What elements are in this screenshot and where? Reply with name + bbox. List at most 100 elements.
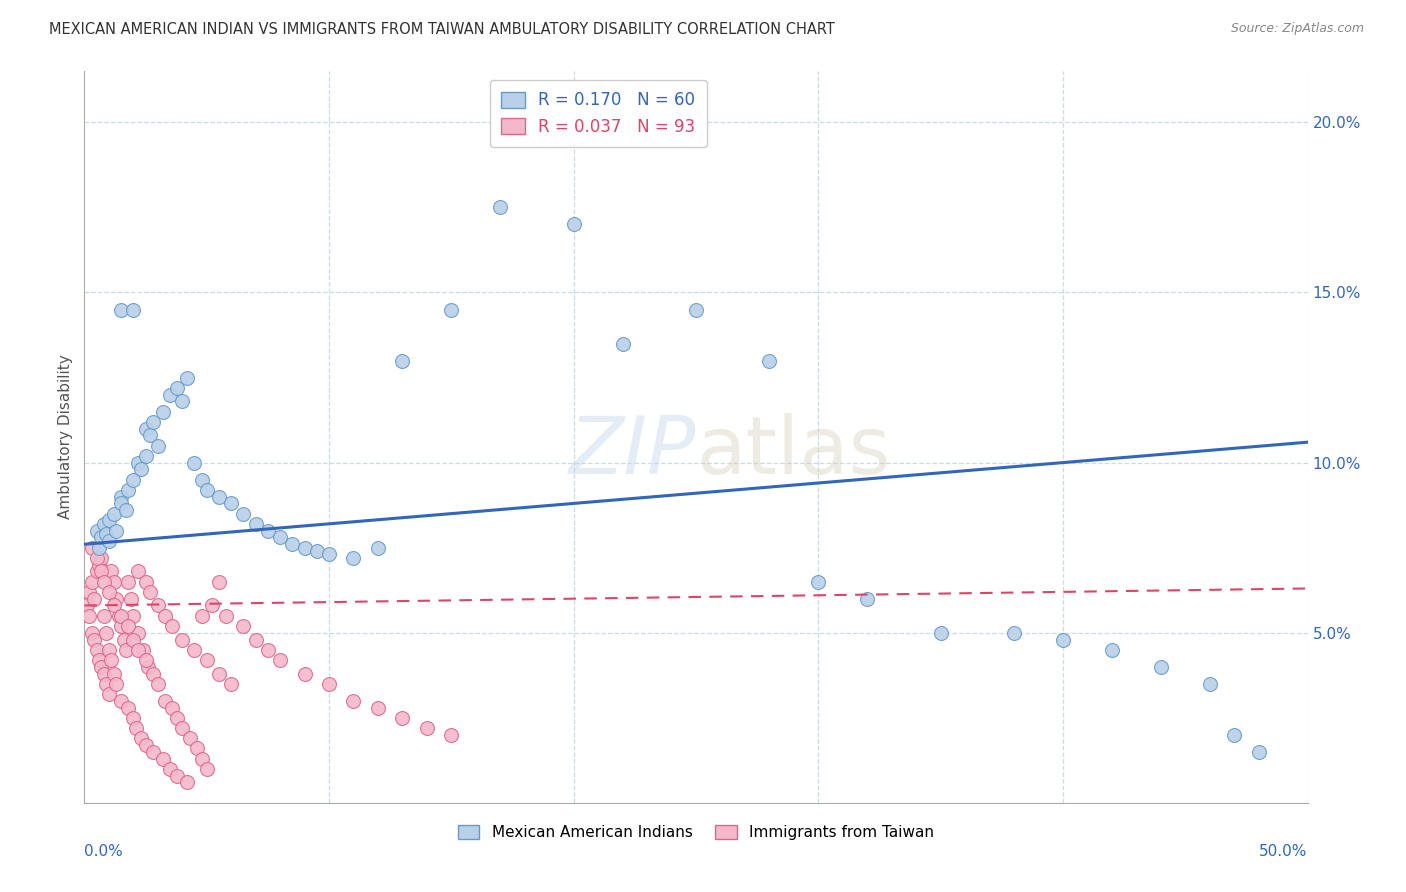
Point [318,548,340,562]
Point [183,456,205,470]
Point [77,608,100,623]
Point [96,527,118,541]
Point [105,524,128,538]
Point [195,483,218,497]
Point [97,513,120,527]
Point [127,625,149,640]
Point [117,700,139,714]
Point [86,550,108,565]
Point [191,473,214,487]
Point [97,642,120,657]
Point [90,659,112,673]
Point [200,599,222,613]
Legend: Mexican American Indians, Immigrants from Taiwan: Mexican American Indians, Immigrants fro… [451,819,941,847]
Point [208,490,231,504]
Point [172,721,194,735]
Point [208,666,231,681]
Point [83,591,105,606]
Point [105,591,128,606]
Point [110,608,132,623]
Point [86,642,108,657]
Point [929,625,952,640]
Point [135,574,157,589]
Point [191,751,214,765]
Point [100,653,122,667]
Point [90,550,112,565]
Point [245,516,267,531]
Point [1101,642,1123,657]
Point [117,619,139,633]
Point [139,585,162,599]
Point [186,741,208,756]
Point [1223,728,1246,742]
Point [269,653,291,667]
Text: Source: ZipAtlas.com: Source: ZipAtlas.com [1230,22,1364,36]
Point [80,574,103,589]
Point [122,711,145,725]
Point [153,608,176,623]
Point [105,677,128,691]
Point [90,531,112,545]
Point [146,439,169,453]
Point [342,550,364,565]
Point [159,387,181,401]
Point [96,677,118,691]
Point [132,642,155,657]
Point [115,503,138,517]
Point [103,599,125,613]
Point [685,302,707,317]
Point [112,632,135,647]
Point [87,558,110,572]
Point [110,619,132,633]
Point [758,353,780,368]
Point [122,632,145,647]
Text: atlas: atlas [696,413,890,491]
Point [136,659,159,673]
Point [1198,677,1220,691]
Y-axis label: Ambulatory Disability: Ambulatory Disability [58,355,73,519]
Point [562,218,585,232]
Text: 0.0%: 0.0% [84,844,124,859]
Point [219,677,242,691]
Point [176,775,198,789]
Point [232,507,254,521]
Point [1247,745,1270,759]
Point [117,574,139,589]
Point [107,608,129,623]
Point [166,381,188,395]
Point [367,541,389,555]
Point [129,462,152,476]
Point [153,694,176,708]
Text: ZIP: ZIP [568,413,696,491]
Point [86,565,108,579]
Point [489,201,512,215]
Point [146,677,169,691]
Point [117,483,139,497]
Point [183,642,205,657]
Point [179,731,201,746]
Point [93,666,115,681]
Point [245,632,267,647]
Point [152,404,174,418]
Point [76,599,98,613]
Point [162,619,184,633]
Point [257,642,280,657]
Point [135,449,157,463]
Point [122,302,145,317]
Point [159,762,181,776]
Point [146,599,169,613]
Point [129,731,152,746]
Point [122,608,145,623]
Point [97,687,120,701]
Point [87,653,110,667]
Point [172,632,194,647]
Point [257,524,280,538]
Point [440,728,463,742]
Point [93,574,115,589]
Point [305,544,328,558]
Point [440,302,463,317]
Point [103,574,125,589]
Point [87,541,110,555]
Point [294,541,316,555]
Point [86,524,108,538]
